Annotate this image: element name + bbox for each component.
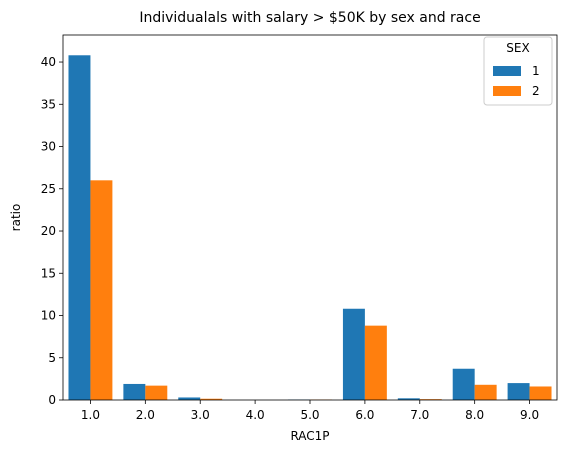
bar-sex-2-race-2.0 (145, 386, 167, 400)
bar-sex-2-race-1.0 (90, 180, 112, 400)
y-axis-label: ratio (9, 204, 23, 232)
bar-sex-2-race-8.0 (475, 385, 497, 400)
legend-swatch-1 (493, 66, 521, 76)
legend-label-2: 2 (532, 84, 540, 98)
y-tick-label: 25 (41, 182, 56, 196)
bar-sex-1-race-6.0 (343, 309, 365, 400)
x-tick-label: 7.0 (410, 408, 429, 422)
bar-sex-2-race-6.0 (365, 326, 387, 400)
x-axis: 1.0 2.0 3.0 4.0 5.0 6.0 7.0 8.0 9.0 (81, 400, 539, 422)
bar-sex-1-race-8.0 (453, 369, 475, 400)
legend-label-1: 1 (532, 64, 540, 78)
y-axis: 0 5 10 15 20 25 30 35 40 (41, 55, 63, 407)
x-tick-label: 9.0 (520, 408, 539, 422)
plot-frame (63, 35, 557, 400)
x-axis-label: RAC1P (290, 429, 329, 443)
x-tick-label: 5.0 (300, 408, 319, 422)
x-tick-label: 2.0 (136, 408, 155, 422)
y-tick-label: 30 (41, 140, 56, 154)
bar-sex-1-race-9.0 (508, 383, 530, 400)
bars-layer (68, 55, 551, 400)
y-tick-label: 35 (41, 97, 56, 111)
x-tick-label: 3.0 (191, 408, 210, 422)
x-tick-label: 8.0 (465, 408, 484, 422)
x-tick-label: 4.0 (246, 408, 265, 422)
y-tick-label: 20 (41, 224, 56, 238)
bar-sex-2-race-9.0 (530, 386, 552, 400)
x-tick-label: 6.0 (355, 408, 374, 422)
legend: SEX 1 2 (484, 37, 552, 105)
legend-swatch-2 (493, 86, 521, 96)
y-tick-label: 10 (41, 309, 56, 323)
bar-sex-1-race-1.0 (68, 55, 90, 400)
legend-title: SEX (506, 41, 529, 55)
x-tick-label: 1.0 (81, 408, 100, 422)
bar-sex-1-race-2.0 (123, 384, 145, 400)
y-tick-label: 0 (48, 393, 56, 407)
chart-title: Individualals with salary > $50K by sex … (139, 10, 480, 26)
y-tick-label: 15 (41, 266, 56, 280)
y-tick-label: 5 (48, 351, 56, 365)
y-tick-label: 40 (41, 55, 56, 69)
